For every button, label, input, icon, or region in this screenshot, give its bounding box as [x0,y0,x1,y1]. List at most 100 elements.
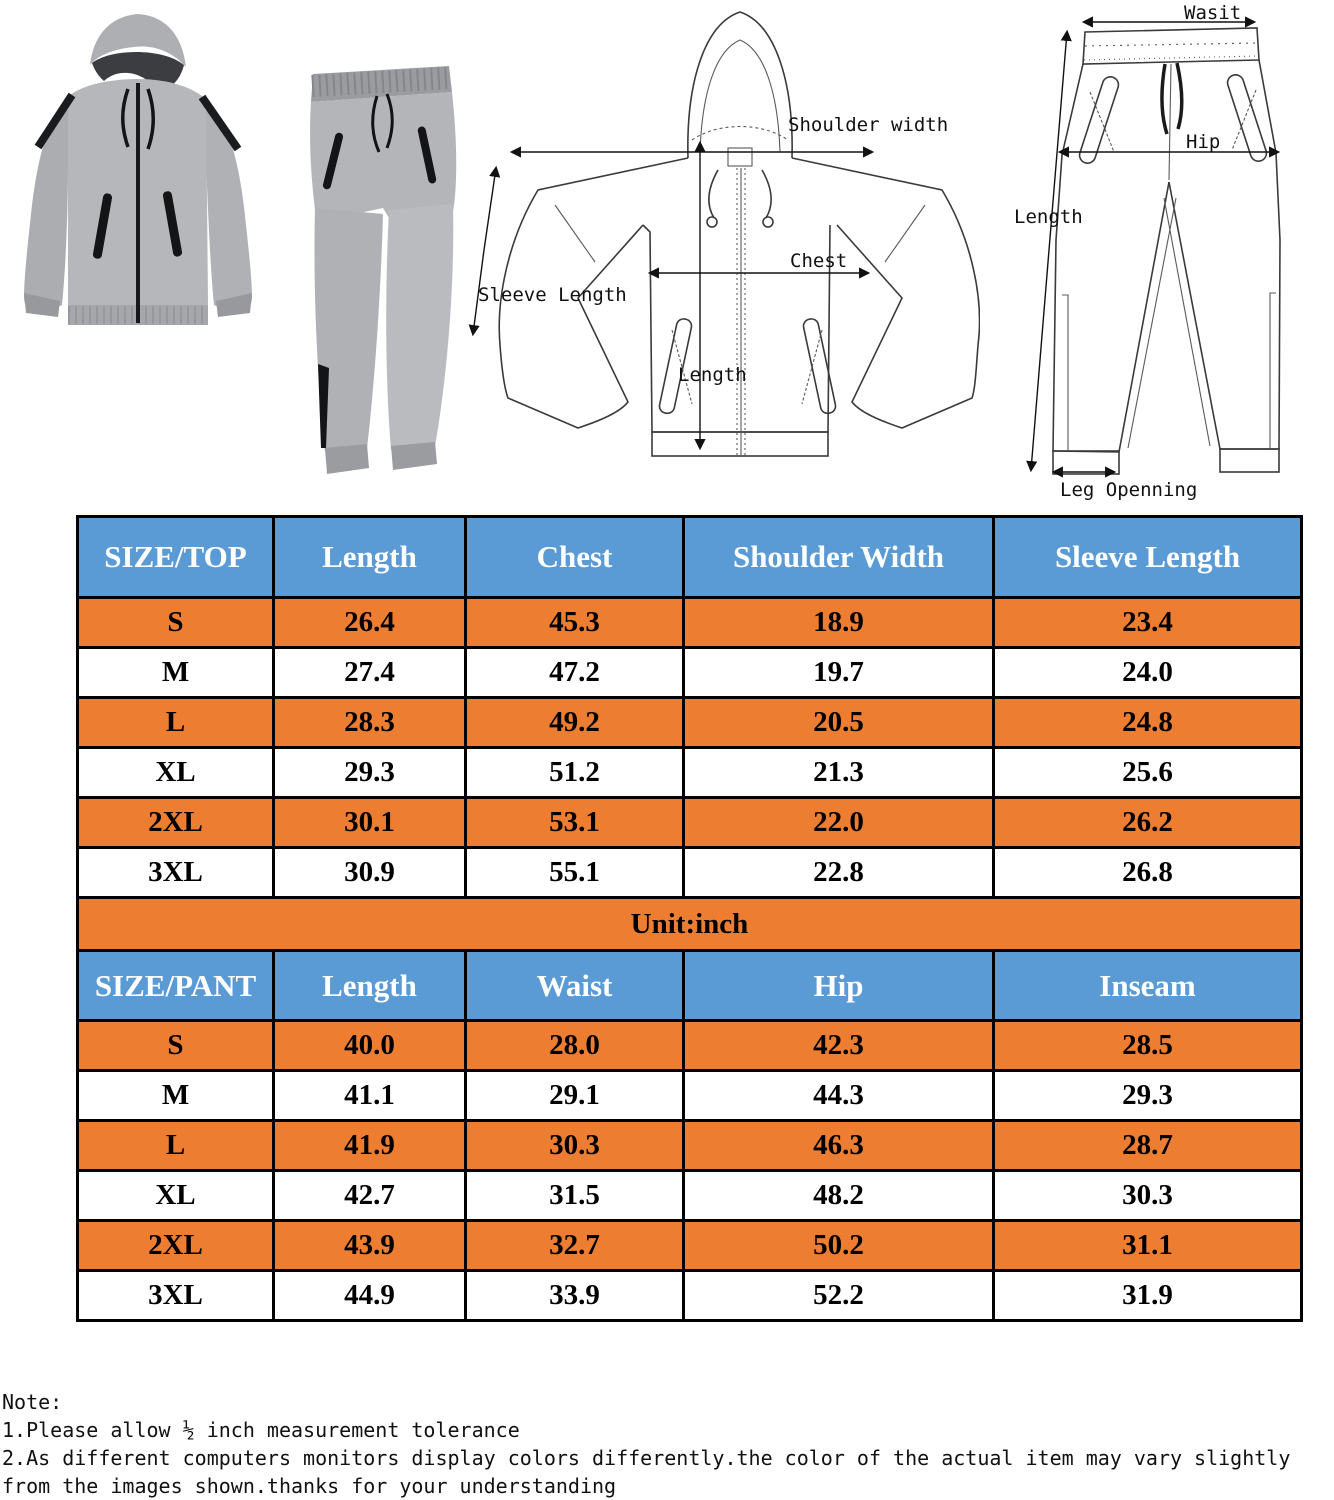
diagram-pant-left-pocket [1078,76,1120,164]
value-cell: 19.7 [682,646,995,699]
pant-length-arrow [1048,29,1072,251]
left-pocket-zip-line [1089,91,1115,153]
waist-label: Wasit [1184,2,1242,24]
front-seam [1168,63,1172,181]
value-cell: 44.9 [272,1269,467,1322]
value-cell: 24.8 [992,696,1303,749]
size-cell: M [76,646,275,699]
diagram-pant-right-pocket [1226,74,1268,162]
hoodie-drawstring-left [121,88,130,148]
value-cell: 25.6 [992,746,1303,799]
value-cell: 22.8 [682,846,995,899]
note-line: from the images shown.thanks for your un… [2,1474,617,1498]
value-cell: 47.2 [464,646,685,699]
column-header: SIZE/PANT [76,949,275,1022]
diagram-pant-drawstring-right [1175,62,1184,130]
right-sleeve-outline [791,157,980,429]
hoodie-right-cuff [216,293,252,317]
column-header: SIZE/TOP [76,515,275,599]
size-cell: 3XL [76,1269,275,1322]
value-cell: 26.4 [272,596,467,649]
pants-right-leg [386,204,454,450]
value-cell: 22.0 [682,796,995,849]
value-cell: 28.0 [464,1019,685,1072]
value-cell: 44.3 [682,1069,995,1122]
diagram-left-pocket [658,318,693,415]
value-cell: 32.7 [464,1219,685,1272]
right-inseam-line [1163,197,1211,447]
pants-product-photo [310,66,457,474]
pant-table-header-row: SIZE/PANT Length Waist Hip Inseam [76,949,1303,1022]
hoodie-measurement-diagram [468,11,980,457]
hood-dotted-seam [691,126,789,141]
size-cell: L [76,696,275,749]
top-table-row: M 27.4 47.2 19.7 24.0 [76,646,1303,699]
value-cell: 21.3 [682,746,995,799]
left-inseam-line [1127,197,1177,449]
drawstring-tip-left [706,216,718,228]
pants-left-leg [314,208,383,452]
size-cell: XL [76,1169,275,1222]
top-table-row: S 26.4 45.3 18.9 23.4 [76,596,1303,649]
hoodie-right-sleeve-stripe [198,94,242,152]
value-cell: 20.5 [682,696,995,749]
pants-drawstring-right [385,93,394,149]
left-cuff [1052,450,1120,475]
size-table: SIZE/TOP Length Chest Shoulder Width Sleeve … [76,515,1303,1322]
size-cell: L [76,1119,275,1172]
note-title: Note: [2,1390,63,1414]
pant-length-label: Length [1014,206,1083,228]
pants-left-cuff [325,444,369,474]
diagram-drawstring-left [708,169,719,219]
hoodie-left-sleeve-stripe [34,92,76,150]
value-cell: 49.2 [464,696,685,749]
value-cell: 24.0 [992,646,1303,699]
value-cell: 50.2 [682,1219,995,1272]
size-cell: S [76,1019,275,1072]
value-cell: 55.1 [464,846,685,899]
product-illustrations: Shoulder width Chest Sleeve Length Lengt… [0,0,1334,512]
diagram-left-pocket-zip [671,329,693,405]
diagram-drawstring-right [761,169,772,219]
size-cell: 2XL [76,796,275,849]
hoodie-left-cuff [24,293,60,317]
leg-opening-label: Leg Openning [1060,479,1198,501]
value-cell: 31.1 [992,1219,1303,1272]
note-line: 1.Please allow ½ inch measurement tolera… [2,1418,520,1442]
chest-label: Chest [790,250,848,272]
jacket-length-label: Length [678,364,747,386]
column-header: Length [272,515,467,599]
hoodie-hood [90,14,186,67]
unit-cell: Unit:inch [76,896,1303,952]
top-table-row: 2XL 30.1 53.1 22.0 26.2 [76,796,1303,849]
diagram-pant-drawstring-left [1160,63,1169,135]
size-cell: 3XL [76,846,275,899]
pant-table-row: S 40.0 28.0 42.3 28.5 [76,1019,1303,1072]
size-cell: S [76,596,275,649]
sleeve-length-arrow [468,249,485,337]
pants-right-cuff [391,442,437,470]
value-cell: 31.5 [464,1169,685,1222]
value-cell: 30.3 [992,1169,1303,1222]
right-sleeve-panel [884,204,926,263]
column-header: Sleeve Length [992,515,1303,599]
pant-length-arrow [1026,249,1050,473]
value-cell: 42.7 [272,1169,467,1222]
value-cell: 52.2 [682,1269,995,1322]
size-cell: 2XL [76,1219,275,1272]
hip-label: Hip [1186,131,1221,153]
hoodie-right-sleeve [206,99,252,314]
waistband-stitch [1083,55,1259,61]
size-cell: M [76,1069,275,1122]
top-table-header-row: SIZE/TOP Length Chest Shoulder Width Sleeve … [76,515,1303,599]
left-ankle-panel [1062,294,1069,451]
sleeve-length-label: Sleeve Length [478,284,627,306]
pant-table-row: XL 42.7 31.5 48.2 30.3 [76,1169,1303,1222]
notes: Note: 1.Please allow ½ inch measurement … [2,1388,1290,1500]
value-cell: 51.2 [464,746,685,799]
value-cell: 45.3 [464,596,685,649]
value-cell: 29.3 [272,746,467,799]
pants-hip [310,92,457,218]
top-table-row: L 28.3 49.2 20.5 24.8 [76,696,1303,749]
